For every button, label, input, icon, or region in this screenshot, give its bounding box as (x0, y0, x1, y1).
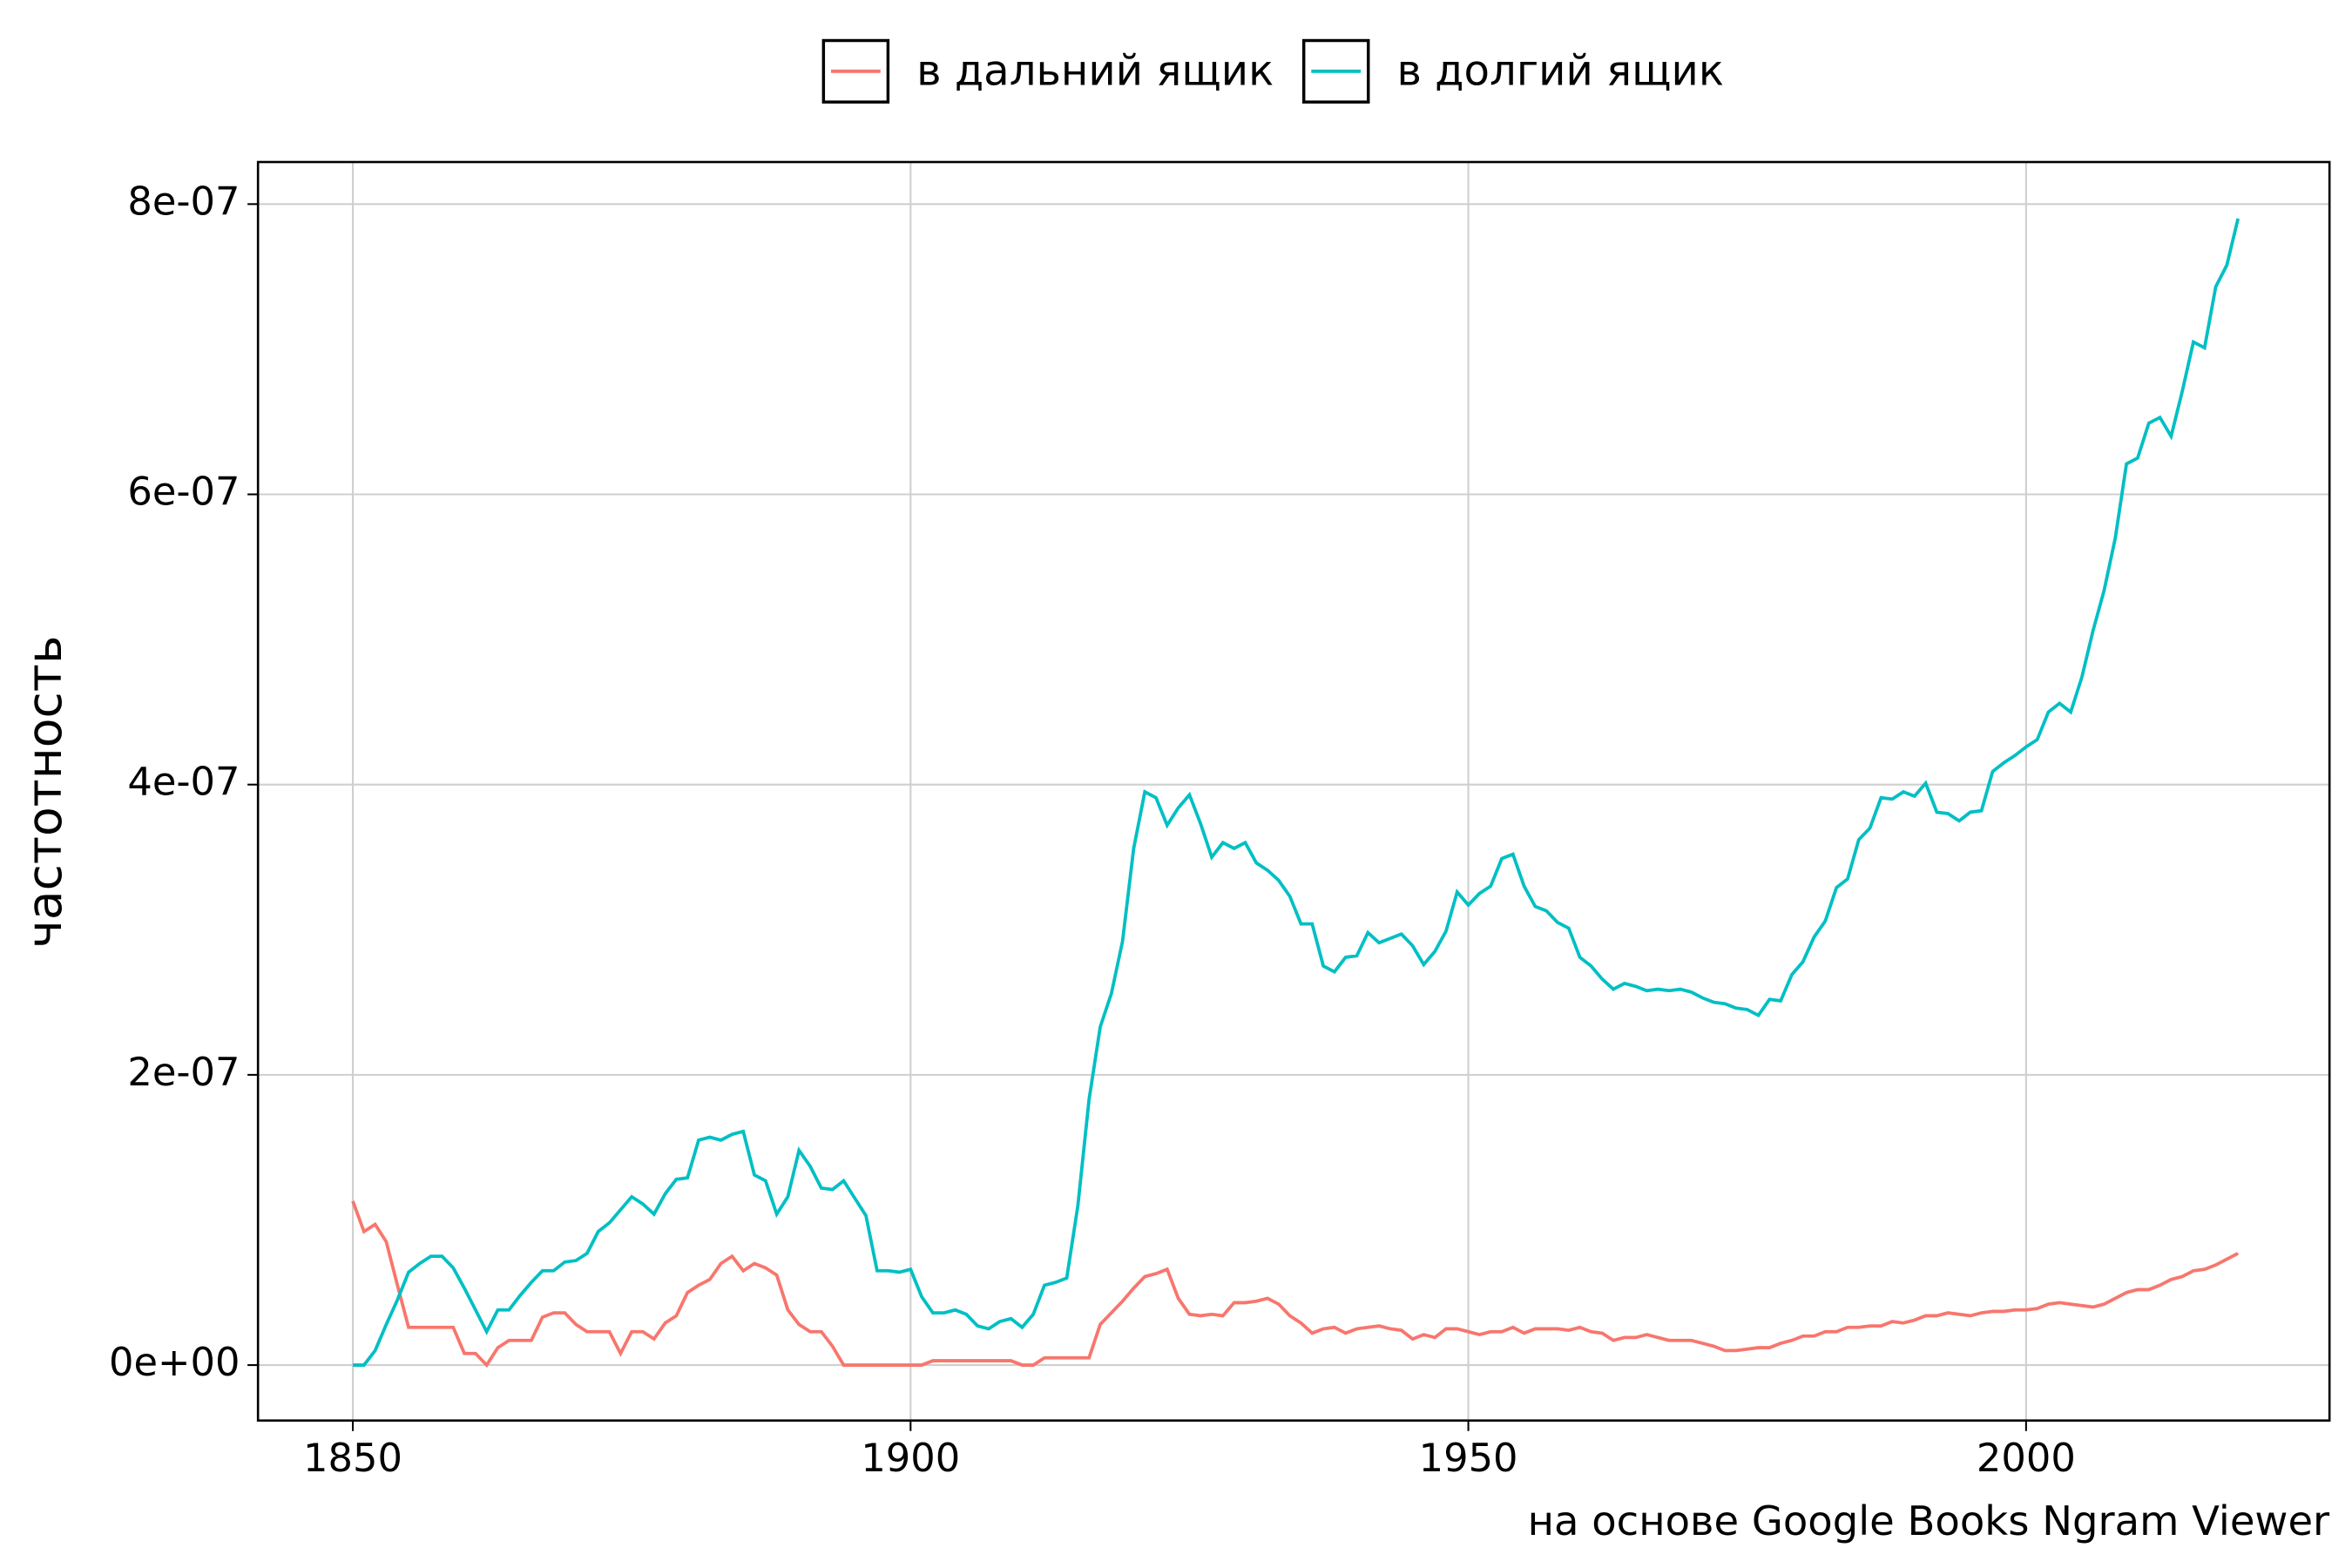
x-tick-label: 2000 (1977, 1435, 2076, 1481)
plot-border (256, 160, 2331, 1422)
y-tick-label: 0e+00 (109, 1339, 240, 1385)
y-tick-label: 8e-07 (127, 178, 240, 224)
legend-label: в дальний ящик (916, 46, 1274, 95)
x-tick-label: 1900 (861, 1435, 960, 1481)
series-line (351, 1200, 2240, 1369)
y-tick-label: 6e-07 (127, 468, 240, 514)
legend-label: в долгий ящик (1396, 46, 1724, 95)
y-tick-label: 4e-07 (127, 759, 240, 805)
x-tick-label: 1850 (303, 1435, 402, 1481)
y-axis-title: частотность (17, 636, 72, 949)
y-tick-label: 2e-07 (127, 1049, 240, 1095)
x-tick-label: 1950 (1419, 1435, 1518, 1481)
series-line (353, 218, 2240, 1367)
caption: на основе Google Books Ngram Viewer (1528, 1497, 2330, 1544)
